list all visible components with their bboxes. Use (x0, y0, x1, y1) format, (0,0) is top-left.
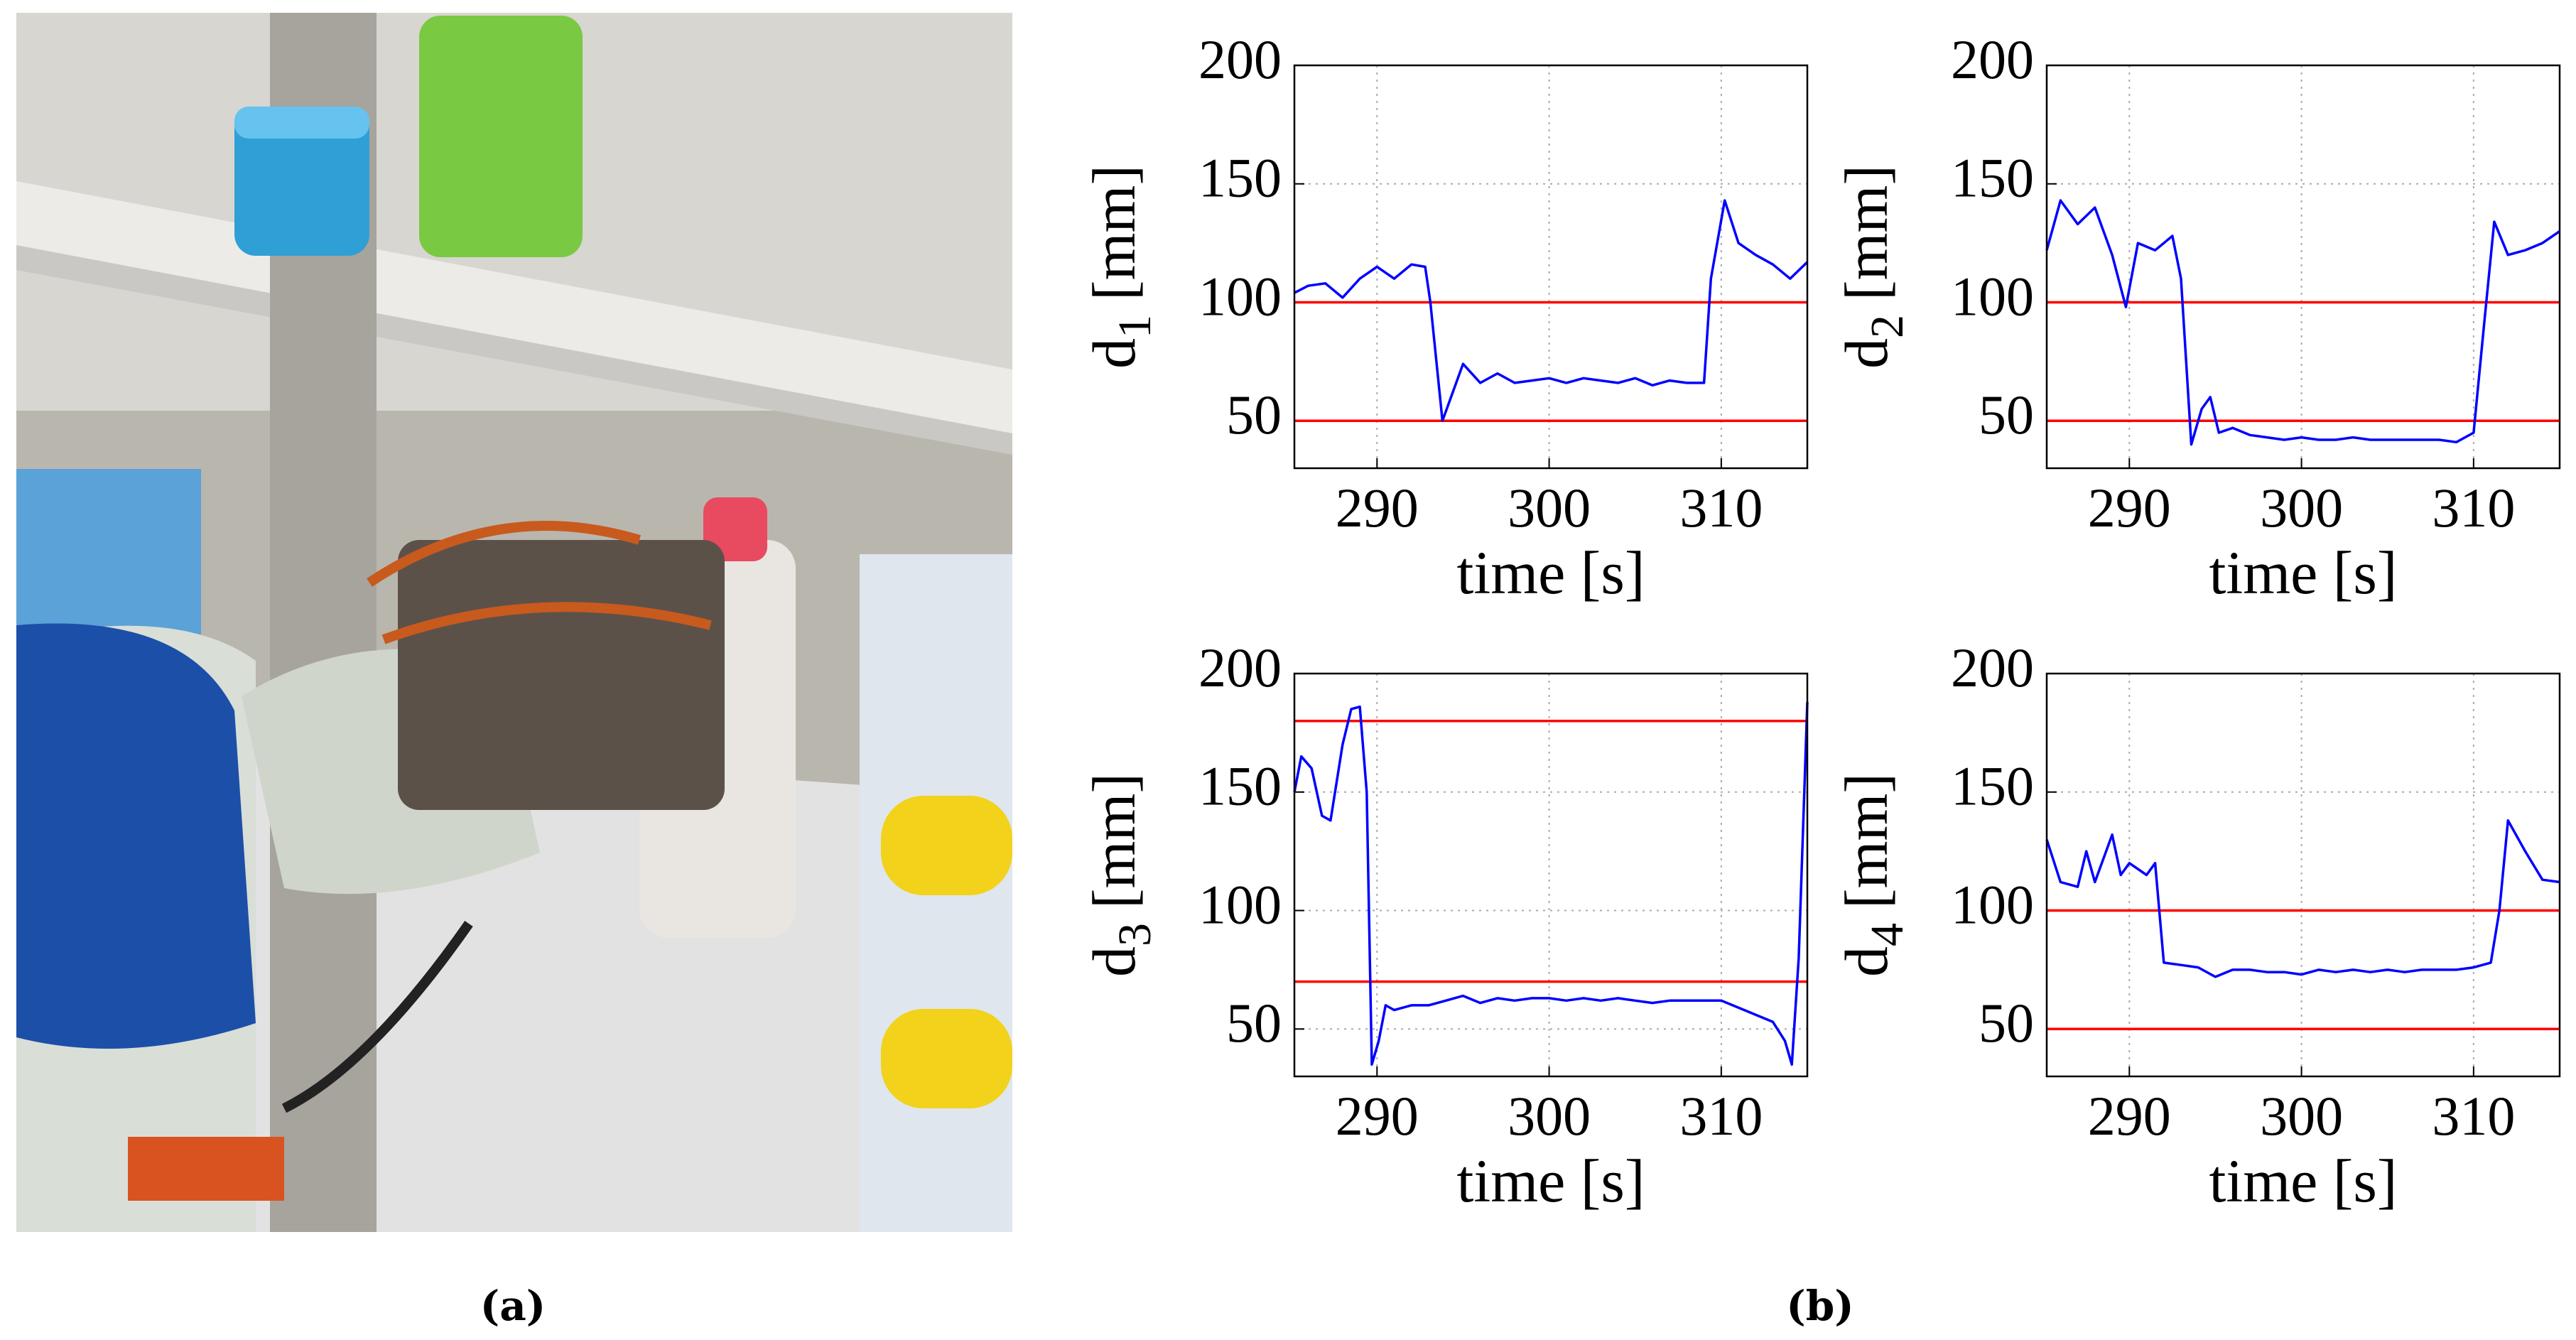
x-tick-label: 310 (2432, 1085, 2515, 1147)
chart: 50 100 150 200 290 300 310 time [s] d2 [mm] (1832, 28, 2561, 607)
y-axis-label: d2 [mm] (1832, 165, 1913, 369)
y-tick-label: 100 (1951, 873, 2034, 935)
chart: 50 100 150 200 290 300 310 time [s] d4 [mm] (1832, 637, 2561, 1215)
chart: 50 100 150 200 290 300 310 time [s] d3 [mm] (1080, 637, 1809, 1215)
x-tick-label: 310 (1679, 477, 1763, 539)
y-tick-label: 50 (1226, 992, 1282, 1054)
y-axis-label: d4 [mm] (1832, 773, 1913, 977)
y-tick-label: 100 (1198, 873, 1282, 935)
y-label-unit: [mm] (1832, 165, 1900, 301)
y-label-subscript: 2 (1861, 315, 1913, 338)
y-tick-label: 150 (1198, 147, 1282, 209)
y-tick-label: 200 (1951, 28, 2034, 90)
y-tick-label: 200 (1951, 637, 2034, 698)
y-tick-label: 50 (1979, 384, 2034, 445)
y-label-unit: [mm] (1080, 165, 1148, 301)
plot-frame (2045, 672, 2561, 1078)
data-line (2045, 819, 2560, 978)
x-tick-label: 290 (1336, 477, 1419, 539)
y-label-unit: [mm] (1832, 773, 1900, 909)
y-label-symbol: d (1080, 946, 1148, 977)
plot-frame (1293, 64, 1809, 470)
y-label-subscript: 1 (1109, 315, 1161, 338)
x-axis-label: time [s] (1456, 1147, 1645, 1215)
y-tick-label: 150 (1951, 147, 2034, 209)
y-label-symbol: d (1080, 338, 1148, 369)
y-label-subscript: 3 (1109, 923, 1161, 946)
y-label-unit: [mm] (1080, 773, 1148, 909)
y-tick-label: 50 (1979, 992, 2034, 1054)
plot-frame (1293, 672, 1809, 1078)
data-line (2045, 199, 2560, 446)
x-tick-label: 300 (2260, 1085, 2343, 1147)
x-axis-label: time [s] (1456, 539, 1645, 607)
chart: 50 100 150 200 290 300 310 time [s] d1 [mm] (1080, 28, 1809, 607)
y-tick-label: 100 (1198, 265, 1282, 327)
x-tick-label: 300 (1508, 477, 1591, 539)
photo (16, 13, 1012, 1232)
panel-label: (b) (1786, 1282, 1853, 1330)
data-line (1293, 701, 1809, 1066)
x-tick-label: 290 (2088, 477, 2171, 539)
x-tick-label: 310 (2432, 477, 2515, 539)
y-label-subscript: 4 (1861, 923, 1913, 946)
y-tick-label: 200 (1198, 637, 1282, 698)
panel-label: (a) (480, 1282, 546, 1330)
y-tick-label: 100 (1951, 265, 2034, 327)
plot-frame (2045, 64, 2561, 470)
y-axis-label: d1 [mm] (1080, 165, 1161, 369)
x-axis-label: time [s] (2209, 1147, 2397, 1215)
y-tick-label: 150 (1198, 755, 1282, 817)
y-label-symbol: d (1832, 946, 1900, 977)
data-line (1294, 199, 1809, 423)
x-tick-label: 310 (1679, 1085, 1763, 1147)
y-axis-label: d3 [mm] (1080, 773, 1161, 977)
y-tick-label: 200 (1198, 28, 1282, 90)
x-tick-label: 290 (1336, 1085, 1419, 1147)
x-axis-label: time [s] (2209, 539, 2397, 607)
x-tick-label: 300 (1508, 1085, 1591, 1147)
x-tick-label: 290 (2088, 1085, 2171, 1147)
x-tick-label: 300 (2260, 477, 2343, 539)
y-tick-label: 50 (1226, 384, 1282, 445)
y-tick-label: 150 (1951, 755, 2034, 817)
y-label-symbol: d (1832, 338, 1900, 369)
